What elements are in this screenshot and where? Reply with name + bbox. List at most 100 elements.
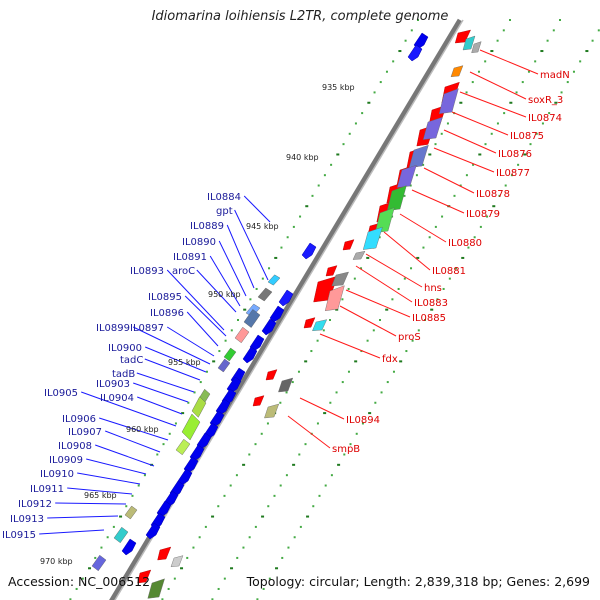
guide-dot xyxy=(430,308,434,311)
forward-gene-arrow xyxy=(301,242,317,260)
reverse-label-connector xyxy=(451,111,509,136)
guide-dot xyxy=(106,536,109,539)
forward-gene-label: IL0909 xyxy=(49,455,83,466)
guide-dot xyxy=(490,132,493,135)
forward-gene-label: gpt xyxy=(216,206,233,217)
guide-dot xyxy=(509,101,513,104)
guide-dot xyxy=(467,246,470,249)
forward-gene-block xyxy=(243,309,261,328)
guide-dot xyxy=(310,350,313,353)
guide-dot xyxy=(262,587,265,590)
forward-gene-arrow xyxy=(278,289,294,307)
reverse-gene-label: fdx xyxy=(382,354,398,365)
guide-dot xyxy=(274,256,278,259)
forward-gene-block xyxy=(223,347,237,362)
guide-dot xyxy=(490,50,494,53)
guide-dot xyxy=(255,287,258,290)
reverse-gene-block xyxy=(362,226,383,250)
reverse-gene-block xyxy=(352,250,366,260)
guide-dot xyxy=(529,143,532,146)
guide-dot xyxy=(268,267,271,270)
reverse-label-connector xyxy=(365,253,423,288)
forward-gene-block xyxy=(267,274,281,286)
forward-label-connector xyxy=(67,487,133,495)
reverse-gene-label: IL0880 xyxy=(448,238,482,249)
reverse-gene-block xyxy=(170,555,184,568)
reverse-gene-arrow xyxy=(252,395,265,407)
forward-gene-block xyxy=(181,413,201,441)
reverse-gene-arrow xyxy=(265,369,278,381)
guide-dot xyxy=(279,484,282,487)
reverse-label-connector xyxy=(459,91,527,118)
forward-label-connector xyxy=(234,209,269,281)
reverse-label-connector xyxy=(345,289,411,318)
guide-dot xyxy=(417,19,419,21)
kbp-scale-label: 935 kbp xyxy=(322,83,355,92)
guide-dot xyxy=(478,153,482,156)
guide-dot xyxy=(572,70,575,73)
forward-label-connector xyxy=(47,515,119,519)
reverse-gene-label: soxR_3 xyxy=(528,95,563,106)
forward-gene-block xyxy=(257,287,273,302)
guide-dot xyxy=(223,577,226,580)
guide-dot xyxy=(380,391,383,394)
reverse-gene-block xyxy=(438,88,459,115)
guide-dot xyxy=(162,443,165,446)
forward-gene-label: IL0903 xyxy=(96,379,130,390)
forward-label-connector xyxy=(105,430,161,453)
guide-dot xyxy=(392,60,395,63)
guide-dot xyxy=(378,236,381,239)
forward-gene-label: IL0906 xyxy=(62,414,96,425)
reverse-gene-block xyxy=(462,35,476,51)
guide-dot xyxy=(548,112,551,115)
guide-dot xyxy=(242,463,246,466)
reverse-gene-block xyxy=(312,319,328,332)
reverse-gene-block xyxy=(278,377,294,393)
reverse-gene-block xyxy=(324,285,345,312)
guide-dot xyxy=(292,225,295,228)
guide-dot xyxy=(510,174,513,177)
guide-dot xyxy=(237,319,239,321)
reverse-gene-block xyxy=(386,185,407,212)
forward-gene-label: aroC xyxy=(172,266,195,277)
kbp-scale-labels: 935 kbp 940 kbp 945 kbp 950 kbp 955 kbp 960 k… xyxy=(40,83,355,566)
guide-dot xyxy=(299,215,302,218)
guide-dot xyxy=(416,256,420,259)
guide-dot xyxy=(372,329,375,332)
forward-gene-block xyxy=(124,505,138,520)
guide-dot xyxy=(69,598,72,600)
guide-dot xyxy=(204,525,207,528)
guide-dot xyxy=(398,50,402,53)
kbp-scale-label: 950 kbp xyxy=(208,290,241,299)
forward-gene-arrow xyxy=(242,346,258,364)
forward-gene-block xyxy=(234,326,250,344)
reverse-gene-arrow xyxy=(342,239,355,251)
reverse-gene-label: IL0885 xyxy=(412,313,446,324)
guide-dot xyxy=(199,381,202,384)
guide-dot xyxy=(440,132,443,135)
topology-text: Topology: circular; Length: 2,839,318 bp… xyxy=(246,574,590,589)
guide-dot xyxy=(304,443,307,446)
forward-label-connector xyxy=(226,224,255,289)
reverse-gene-block xyxy=(450,65,464,78)
guide-dot xyxy=(192,546,195,549)
guide-dot xyxy=(248,453,251,456)
guide-dot xyxy=(329,401,332,404)
forward-gene-label: IL0911 xyxy=(30,484,64,495)
forward-gene-label: IL0915 xyxy=(2,530,36,541)
forward-gene-label: IL0908 xyxy=(58,441,92,452)
guide-dot xyxy=(143,474,146,477)
guide-dot xyxy=(186,556,189,559)
reverse-gene-label: madN xyxy=(540,70,570,81)
forward-gene-label: tadB xyxy=(112,369,135,380)
guide-dot xyxy=(298,453,301,456)
guide-dot xyxy=(496,122,499,125)
guide-dot xyxy=(496,39,499,42)
guide-dot xyxy=(403,194,406,197)
guide-dot xyxy=(498,194,501,197)
reverse-gene-label: IL0894 xyxy=(346,415,380,426)
guide-dot xyxy=(305,205,309,208)
guide-dot xyxy=(323,412,327,415)
guide-dot xyxy=(261,515,265,518)
reverse-gene-block xyxy=(408,144,429,168)
